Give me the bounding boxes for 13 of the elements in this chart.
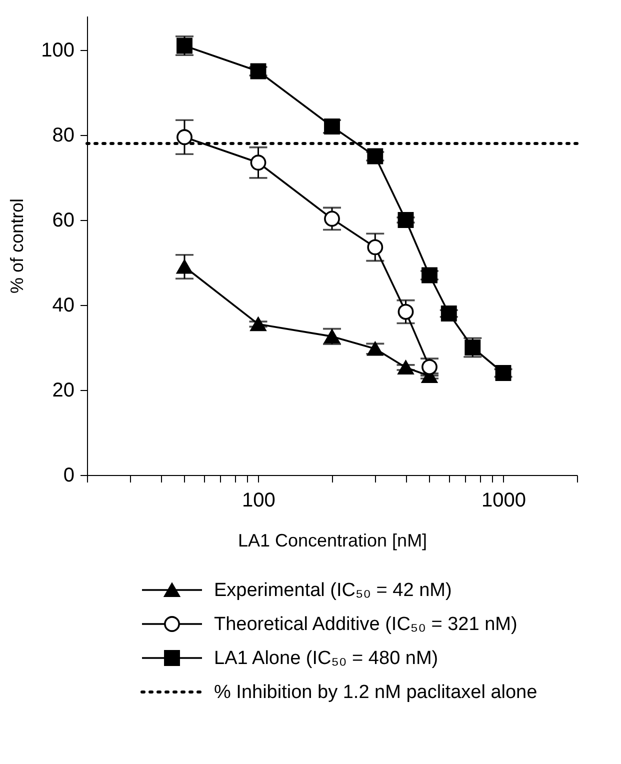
legend-label: % Inhibition by 1.2 nM paclitaxel alone	[214, 682, 538, 703]
y-tick-label: 80	[52, 124, 74, 146]
y-tick-label: 60	[52, 210, 74, 232]
y-tick-label: 40	[52, 294, 74, 316]
y-tick-label: 0	[63, 464, 74, 486]
y-tick-label: 100	[41, 40, 74, 62]
x-tick-label: 1000	[482, 490, 526, 512]
legend-label: LA1 Alone (IC₅₀ = 480 nM)	[214, 648, 438, 669]
y-axis-title: % of control	[7, 198, 28, 294]
x-axis-title: LA1 Concentration [nM]	[238, 530, 428, 550]
legend-label: Theoretical Additive (IC₅₀ = 321 nM)	[214, 614, 518, 635]
legend-label: Experimental (IC₅₀ = 42 nM)	[214, 580, 452, 601]
y-tick-label: 20	[52, 380, 74, 402]
